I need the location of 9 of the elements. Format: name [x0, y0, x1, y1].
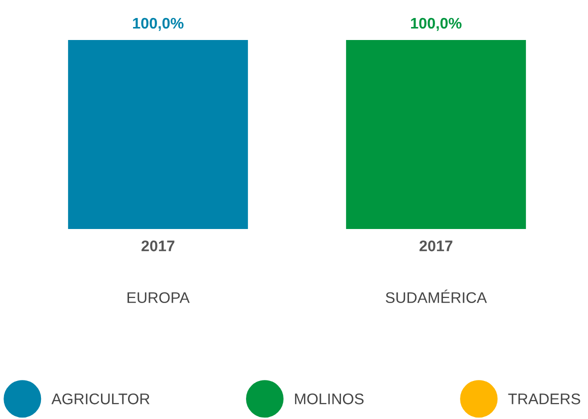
data-label: 100,0%	[411, 18, 462, 31]
x-tick-label: 2017	[420, 240, 452, 252]
text: SUDAMÉRICA	[386, 290, 487, 304]
text: EUROPA	[128, 292, 190, 304]
legend-label: AGRICULTOR	[51, 394, 150, 404]
data-label: 100,0%	[133, 18, 184, 31]
x-tick-label: 2017	[142, 240, 174, 252]
legend-label: MOLINOS	[295, 394, 364, 404]
legend-label: TRADERS	[508, 394, 580, 404]
